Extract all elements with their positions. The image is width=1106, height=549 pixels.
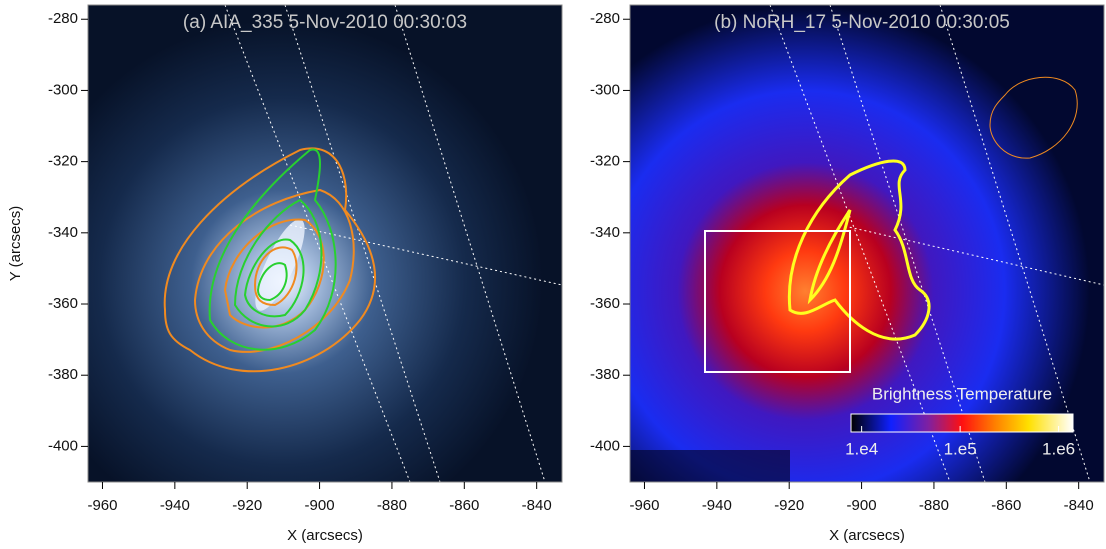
x-tick-label: -920 bbox=[232, 497, 262, 514]
y-tick-label: -360 bbox=[48, 295, 78, 312]
x-tick-label: -840 bbox=[1064, 497, 1094, 514]
x-tick-label: -960 bbox=[87, 497, 117, 514]
x-tick-label: -860 bbox=[449, 497, 479, 514]
panel-a-image bbox=[88, 5, 562, 482]
colorbar-label: Brightness Temperature bbox=[872, 384, 1052, 403]
frame bbox=[629, 4, 1105, 483]
panel-title: (b) NoRH_17 5-Nov-2010 00:30:05 bbox=[714, 12, 1010, 33]
x-tick-label: -940 bbox=[160, 497, 190, 514]
y-tick-label: -300 bbox=[48, 81, 78, 98]
panel-title: (a) AIA_335 5-Nov-2010 00:30:03 bbox=[183, 12, 467, 33]
x-tick-label: -880 bbox=[377, 497, 407, 514]
frame bbox=[87, 4, 563, 483]
y-axis-label: Y (arcsecs) bbox=[7, 206, 24, 282]
x-tick-label: -960 bbox=[629, 497, 659, 514]
colorbar bbox=[850, 413, 1074, 433]
y-tick-label: -400 bbox=[48, 437, 78, 454]
y-tick-label: -340 bbox=[590, 224, 620, 241]
y-tick-label: -280 bbox=[590, 10, 620, 27]
x-tick-label: -880 bbox=[919, 497, 949, 514]
y-tick-label: -400 bbox=[590, 437, 620, 454]
x-axis-label: X (arcsecs) bbox=[287, 527, 363, 544]
colorbar-tick-label: 1.e5 bbox=[944, 439, 977, 458]
x-tick-label: -900 bbox=[847, 497, 877, 514]
x-axis-label: X (arcsecs) bbox=[829, 527, 905, 544]
y-tick-label: -320 bbox=[590, 153, 620, 170]
y-tick-label: -280 bbox=[48, 10, 78, 27]
y-tick-label: -320 bbox=[48, 153, 78, 170]
panel-b-image bbox=[630, 5, 1104, 482]
x-tick-label: -900 bbox=[305, 497, 335, 514]
y-tick-label: -340 bbox=[48, 224, 78, 241]
x-tick-label: -840 bbox=[522, 497, 552, 514]
colorbar-tick-label: 1.e6 bbox=[1042, 439, 1075, 458]
y-tick-label: -360 bbox=[590, 295, 620, 312]
colorbar-tick-label: 1.e4 bbox=[845, 439, 878, 458]
x-tick-label: -860 bbox=[991, 497, 1021, 514]
y-tick-label: -380 bbox=[48, 366, 78, 383]
y-tick-label: -380 bbox=[590, 366, 620, 383]
x-tick-label: -940 bbox=[702, 497, 732, 514]
x-tick-label: -920 bbox=[774, 497, 804, 514]
y-tick-label: -300 bbox=[590, 81, 620, 98]
